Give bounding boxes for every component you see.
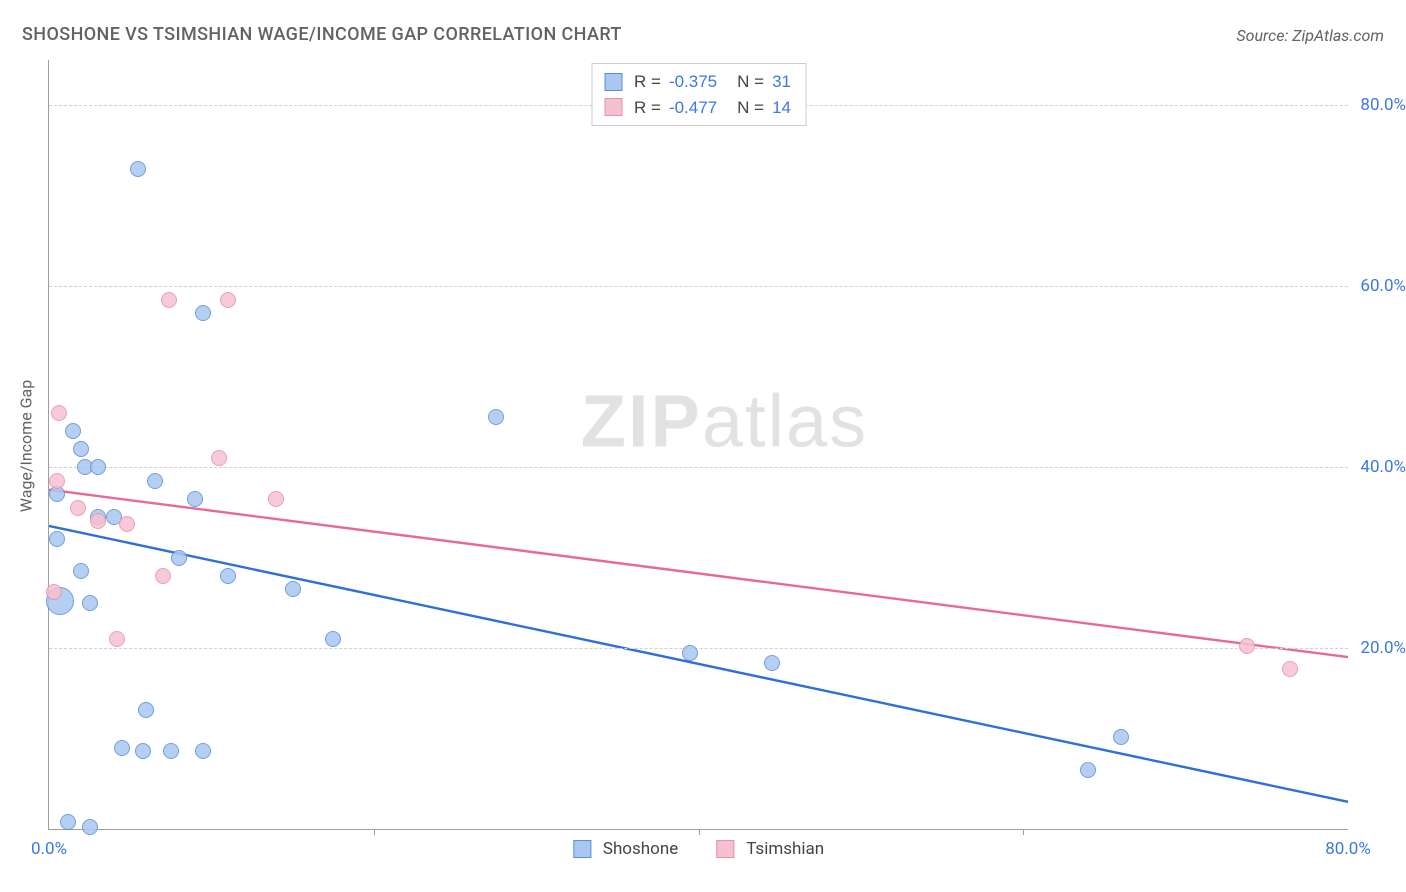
data-point: [82, 595, 98, 611]
data-point: [114, 740, 130, 756]
y-tick-label: 20.0%: [1360, 638, 1406, 658]
legend-r-value: -0.477: [669, 95, 717, 121]
data-point: [163, 743, 179, 759]
data-point: [1282, 661, 1298, 677]
data-point: [220, 292, 236, 308]
data-point: [187, 491, 203, 507]
data-point: [46, 584, 62, 600]
data-point: [90, 459, 106, 475]
x-tick-label: 0.0%: [31, 839, 67, 859]
data-point: [73, 563, 89, 579]
data-point: [682, 645, 698, 661]
data-point: [195, 305, 211, 321]
chart-container: SHOSHONE VS TSIMSHIAN WAGE/INCOME GAP CO…: [0, 0, 1406, 892]
legend-n-value: 14: [772, 95, 791, 121]
legend-n-value: 31: [772, 69, 791, 95]
data-point: [147, 473, 163, 489]
data-point: [135, 743, 151, 759]
watermark: ZIPatlas: [581, 379, 868, 464]
data-point: [1080, 762, 1096, 778]
data-point: [51, 405, 67, 421]
gridline: [49, 286, 1348, 287]
x-tick-mark: [374, 829, 375, 835]
y-tick-label: 60.0%: [1360, 276, 1406, 296]
data-point: [49, 473, 65, 489]
data-point: [130, 161, 146, 177]
data-point: [90, 513, 106, 529]
legend-r-label: R =: [634, 95, 661, 121]
legend-n-label: N =: [737, 69, 764, 95]
data-point: [1239, 638, 1255, 654]
gridline: [49, 467, 1348, 468]
data-point: [138, 702, 154, 718]
data-point: [325, 631, 341, 647]
trend-lines-layer: [49, 60, 1348, 829]
legend-swatch: [604, 73, 622, 91]
legend-swatch: [604, 98, 622, 116]
data-point: [49, 531, 65, 547]
data-point: [119, 516, 135, 532]
data-point: [109, 631, 125, 647]
trend-line: [49, 490, 1348, 657]
legend-r-value: -0.375: [669, 69, 717, 95]
data-point: [1113, 729, 1129, 745]
data-point: [82, 819, 98, 835]
series-name: Shoshone: [603, 839, 678, 859]
data-point: [268, 491, 284, 507]
legend-swatch: [573, 840, 591, 858]
x-tick-label: 80.0%: [1325, 839, 1371, 859]
data-point: [60, 814, 76, 830]
data-point: [211, 450, 227, 466]
source-label: Source: ZipAtlas.com: [1236, 26, 1384, 45]
x-tick-mark: [1023, 829, 1024, 835]
y-tick-label: 40.0%: [1360, 457, 1406, 477]
data-point: [73, 441, 89, 457]
data-point: [285, 581, 301, 597]
series-legend: Shoshone Tsimshian: [573, 839, 824, 859]
legend-swatch: [716, 840, 734, 858]
data-point: [70, 500, 86, 516]
data-point: [488, 409, 504, 425]
legend-n-label: N =: [737, 95, 764, 121]
data-point: [220, 568, 236, 584]
plot-area: 20.0%40.0%60.0%80.0%0.0%80.0%ZIPatlasR =…: [48, 60, 1348, 830]
y-tick-label: 80.0%: [1360, 95, 1406, 115]
correlation-legend: R = -0.375 N = 31 R = -0.477 N = 14: [591, 63, 806, 126]
data-point: [161, 292, 177, 308]
legend-r-label: R =: [634, 69, 661, 95]
gridline: [49, 648, 1348, 649]
x-tick-mark: [699, 829, 700, 835]
data-point: [764, 655, 780, 671]
series-name: Tsimshian: [746, 839, 824, 859]
data-point: [195, 743, 211, 759]
trend-line: [49, 526, 1348, 802]
correlation-legend-row: R = -0.375 N = 31: [604, 69, 791, 95]
data-point: [171, 550, 187, 566]
correlation-legend-row: R = -0.477 N = 14: [604, 95, 791, 121]
data-point: [65, 423, 81, 439]
series-legend-item: Shoshone: [573, 839, 678, 859]
chart-title: SHOSHONE VS TSIMSHIAN WAGE/INCOME GAP CO…: [22, 24, 622, 45]
data-point: [155, 568, 171, 584]
series-legend-item: Tsimshian: [716, 839, 824, 859]
y-axis-title: Wage/Income Gap: [17, 380, 36, 512]
